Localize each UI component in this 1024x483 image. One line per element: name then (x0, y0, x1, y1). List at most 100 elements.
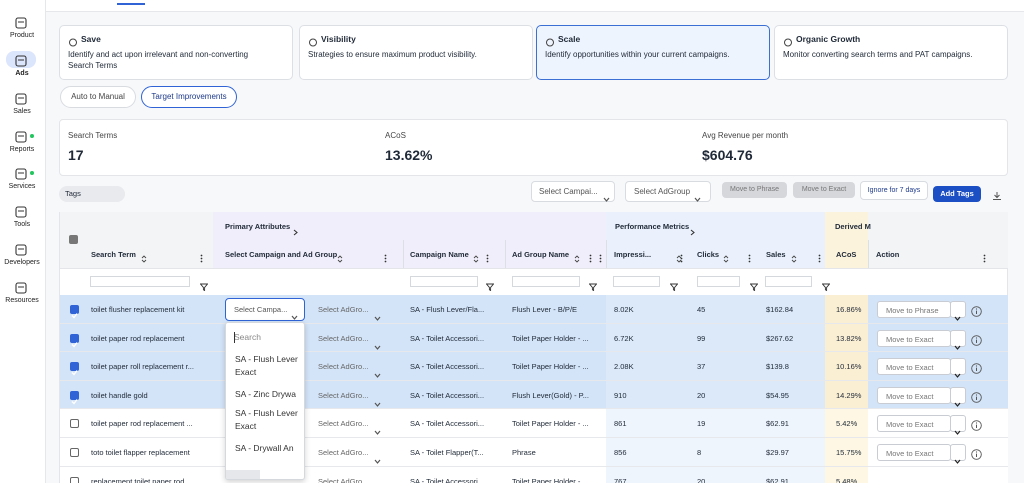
strategy-card[interactable]: Scale Identify opportunities within your … (536, 25, 770, 80)
action-select[interactable]: Move to Phrase (877, 301, 951, 318)
column-header[interactable]: Ad Group Name (512, 250, 570, 259)
select-all-checkbox[interactable] (69, 235, 78, 244)
strategy-card[interactable]: Organic Growth Monitor converting search … (774, 25, 1008, 80)
sidebar-icon-svg (15, 93, 27, 105)
action-select[interactable]: Move to Exact (877, 358, 951, 376)
action-chevron-box[interactable] (950, 329, 966, 347)
row-checkbox[interactable] (70, 448, 79, 457)
card-icon (545, 34, 555, 47)
adgroup-select[interactable]: Select AdGro... (318, 476, 369, 483)
dropdown-option[interactable]: SA - Flush Lever Exact (235, 354, 298, 377)
adgroup-select[interactable]: Select AdGro... (318, 448, 369, 457)
column-menu (818, 250, 821, 263)
sidebar-label[interactable]: Reports (9, 146, 35, 153)
info-icon (971, 418, 982, 432)
filter-input[interactable] (613, 276, 660, 287)
search-term: toilet flusher replacement kit (91, 305, 185, 314)
dropdown-option[interactable]: SA - Drywall An (235, 443, 294, 453)
chevron (374, 422, 381, 436)
tab-underline (117, 3, 145, 5)
group-perf-bg (606, 212, 825, 268)
column-header[interactable]: Sales (766, 250, 786, 259)
info-icon-svg (971, 449, 982, 460)
column-header[interactable]: Select Campaign and Ad Group (225, 250, 338, 259)
chevron-svg (954, 373, 961, 379)
action-select[interactable]: Move to Exact (877, 415, 951, 433)
stat-label: Avg Revenue per month (702, 131, 789, 140)
action-select[interactable]: Move to Exact (877, 386, 951, 404)
row-checkbox[interactable] (70, 362, 79, 372)
campaign-select[interactable]: Select Campa... (225, 298, 305, 321)
action-button-disabled[interactable]: Move to Phrase (722, 182, 787, 198)
action-chevron-box[interactable] (950, 386, 966, 404)
sidebar-label[interactable]: Ads (15, 70, 29, 77)
column-header[interactable]: Campaign Name (410, 250, 469, 259)
sales: $267.62 (766, 333, 794, 343)
strategy-card[interactable]: Save Identify and act upon irrelevant and… (59, 25, 293, 80)
row-checkbox[interactable] (70, 305, 79, 314)
action-select[interactable]: Move to Exact (877, 444, 951, 461)
adgroup-dropdown[interactable]: Select AdGroup (625, 181, 711, 202)
row-checkbox[interactable] (70, 390, 79, 400)
tab-button[interactable]: Auto to Manual (60, 86, 136, 108)
ignore-button[interactable]: Ignore for 7 days (860, 181, 928, 200)
chevron-svg (954, 431, 961, 436)
chevron-svg (374, 373, 381, 379)
column-header[interactable]: Search Term (91, 250, 136, 259)
dropdown-option[interactable]: SA - Flush Lever Exact (235, 408, 298, 431)
adgroup-select[interactable]: Select AdGro... (318, 419, 369, 429)
action-chevron-box[interactable] (950, 358, 966, 376)
filter-icon-svg (669, 283, 679, 292)
acos-cell-bg (825, 409, 868, 437)
sidebar-label[interactable]: Resources (5, 297, 39, 304)
sidebar-label[interactable]: Sales (13, 108, 31, 115)
row-checkbox[interactable] (70, 333, 79, 343)
campaign-dropdown[interactable]: Select Campai... (531, 181, 615, 202)
filter-input[interactable] (512, 276, 580, 287)
action-chevron-box[interactable] (950, 444, 966, 461)
row-checkbox[interactable] (70, 476, 79, 483)
filter-input[interactable] (697, 276, 740, 287)
filter-input[interactable] (410, 276, 478, 287)
download-icon-svg (993, 192, 1001, 200)
column-header[interactable]: Impressi... (614, 250, 652, 259)
sidebar-label[interactable]: Services (8, 183, 36, 190)
action-button-disabled[interactable]: Move to Exact (793, 182, 855, 198)
col-divider (403, 240, 404, 268)
sidebar-label[interactable]: Product (9, 32, 35, 39)
sidebar-icon-svg (15, 168, 27, 180)
sort-icon-svg (676, 255, 682, 263)
dropdown-option[interactable]: SA - Zinc Drywa (235, 389, 296, 399)
column-header[interactable]: ACoS (836, 250, 857, 259)
sort-icon-svg (723, 255, 729, 263)
clicks: 20 (697, 390, 706, 400)
add-tags-button[interactable]: Add Tags (933, 186, 981, 202)
sidebar-icon (15, 54, 27, 67)
sidebar-label[interactable]: Developers (4, 259, 40, 266)
adgroup-select[interactable]: Select AdGro... (318, 362, 369, 372)
filter-input[interactable] (90, 276, 190, 287)
tab-button[interactable]: Target Improvements (141, 86, 237, 108)
action-chevron-box[interactable] (950, 301, 966, 318)
filter-input[interactable] (765, 276, 812, 287)
tags-filter[interactable]: Tags (59, 186, 125, 202)
dropdown-search[interactable]: Search (234, 332, 261, 342)
campaign-dropdown-menu: Search SA - Flush Lever Exact SA - Zinc Dr… (225, 322, 305, 480)
card-description: Monitor converting search terms and PAT … (783, 50, 973, 59)
sort-icon (473, 250, 479, 263)
row-checkbox[interactable] (70, 419, 79, 429)
action-chevron-box[interactable] (950, 415, 966, 433)
stat-value: 17 (68, 147, 84, 163)
column-header[interactable]: Clicks (697, 250, 720, 259)
adgroup-select[interactable]: Select AdGro... (318, 333, 369, 343)
sort-icon (337, 250, 343, 263)
action-select[interactable]: Move to Exact (877, 329, 951, 347)
card-description: Identify and act upon irrelevant and non… (68, 50, 249, 70)
adgroup-select[interactable]: Select AdGro... (318, 390, 369, 400)
column-header[interactable]: Action (876, 250, 900, 259)
strategy-card[interactable]: Visibility Strategies to ensure maximum p… (299, 25, 533, 80)
adgroup-select[interactable]: Select AdGro... (318, 305, 369, 314)
sort-icon-svg (791, 255, 797, 263)
sidebar-label[interactable]: Tools (13, 221, 31, 228)
